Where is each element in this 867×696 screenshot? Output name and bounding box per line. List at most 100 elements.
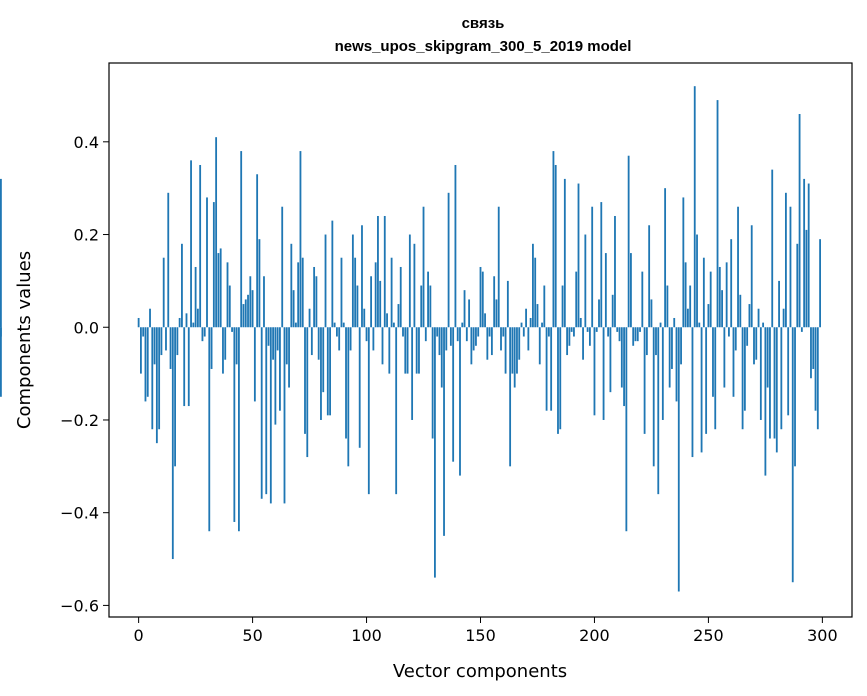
bar-107: [381, 327, 384, 365]
x-tick-label: 300: [807, 626, 838, 645]
bar-150: [479, 266, 482, 328]
bar-251: [709, 271, 712, 328]
y-tick-label: −0.2: [60, 411, 99, 430]
bar-246: [698, 322, 701, 328]
bar-62: [279, 327, 281, 411]
bar-276: [766, 327, 769, 388]
bar-240: [684, 262, 687, 328]
bar-110: [388, 327, 391, 374]
bar-229: [659, 322, 662, 328]
bar-65: [285, 327, 288, 365]
bar-279: [773, 327, 776, 439]
bar-32: [210, 327, 213, 369]
bar-195: [582, 327, 584, 360]
bar-205: [604, 253, 607, 328]
bar-50: [251, 290, 254, 328]
y-tick-label: 0.0: [74, 318, 99, 337]
bar-288: [794, 327, 796, 467]
bar-231: [664, 188, 667, 328]
bar-124: [420, 285, 423, 328]
plot-frame: [108, 62, 853, 618]
bar-26: [196, 308, 199, 328]
bar-292: [803, 178, 806, 328]
bar-86: [333, 322, 336, 328]
bar-302: [0, 327, 2, 337]
bar-82: [324, 234, 327, 328]
bar-5: [149, 308, 151, 328]
bar-71: [299, 151, 302, 328]
bar-291: [800, 327, 803, 332]
bar-93: [349, 327, 352, 351]
bar-267: [746, 327, 749, 346]
bar-105: [377, 215, 379, 328]
bar-297: [814, 327, 817, 411]
bar-113: [395, 327, 398, 495]
bar-7: [153, 327, 156, 365]
bar-49: [249, 276, 252, 328]
bar-90: [342, 322, 345, 328]
bar-109: [386, 313, 388, 328]
bar-192: [575, 271, 578, 328]
bar-164: [511, 327, 514, 374]
bar-174: [534, 257, 537, 328]
bar-66: [288, 327, 290, 388]
bar-221: [641, 271, 644, 328]
bar-211: [618, 327, 621, 342]
bar-73: [304, 327, 306, 434]
bar-254: [716, 100, 719, 328]
bar-244: [693, 86, 696, 328]
bar-169: [522, 327, 525, 337]
bar-201: [595, 327, 598, 332]
bar-158: [497, 206, 500, 328]
bar-133: [440, 327, 443, 388]
bar-177: [541, 322, 543, 328]
bar-2: [142, 327, 145, 337]
bar-200: [593, 327, 596, 416]
bar-184: [557, 327, 559, 434]
bar-225: [650, 299, 653, 328]
bar-114: [397, 304, 400, 328]
bar-162: [506, 280, 509, 328]
bar-43: [235, 327, 238, 365]
bar-219: [636, 327, 639, 342]
bar-232: [666, 285, 669, 328]
bar-102: [370, 276, 373, 328]
bar-193: [577, 183, 580, 328]
bar-92: [347, 327, 350, 467]
bar-96: [356, 285, 359, 328]
bar-103: [372, 327, 375, 351]
bar-80: [320, 327, 322, 420]
bar-10: [160, 327, 163, 356]
bar-208: [611, 294, 614, 328]
bar-21: [185, 313, 188, 328]
bar-116: [402, 327, 404, 337]
bar-298: [816, 327, 819, 430]
bar-18: [178, 317, 181, 328]
bar-226: [652, 327, 655, 467]
x-tick-label: 0: [134, 626, 144, 645]
bar-278: [771, 169, 774, 328]
bar-253: [714, 327, 717, 430]
bar-137: [449, 327, 452, 346]
bar-170: [525, 308, 527, 328]
bar-245: [696, 234, 698, 328]
bar-300: [0, 178, 2, 328]
bar-171: [527, 327, 530, 351]
bar-185: [559, 327, 562, 430]
bar-290: [798, 114, 801, 328]
bar-128: [429, 285, 432, 328]
bar-256: [721, 290, 723, 328]
bar-81: [322, 327, 325, 393]
bar-44: [238, 327, 240, 532]
bar-214: [625, 327, 628, 532]
x-axis-ticks: 0 50 100 150 200 250 300: [134, 617, 838, 645]
bar-75: [308, 308, 311, 328]
bar-139: [454, 164, 457, 328]
bar-29: [203, 327, 206, 337]
chart-title: связь: [462, 15, 505, 32]
bar-119: [408, 234, 411, 328]
bar-179: [545, 327, 548, 411]
bar-112: [392, 322, 395, 328]
bar-259: [728, 327, 730, 337]
bar-239: [682, 197, 685, 328]
